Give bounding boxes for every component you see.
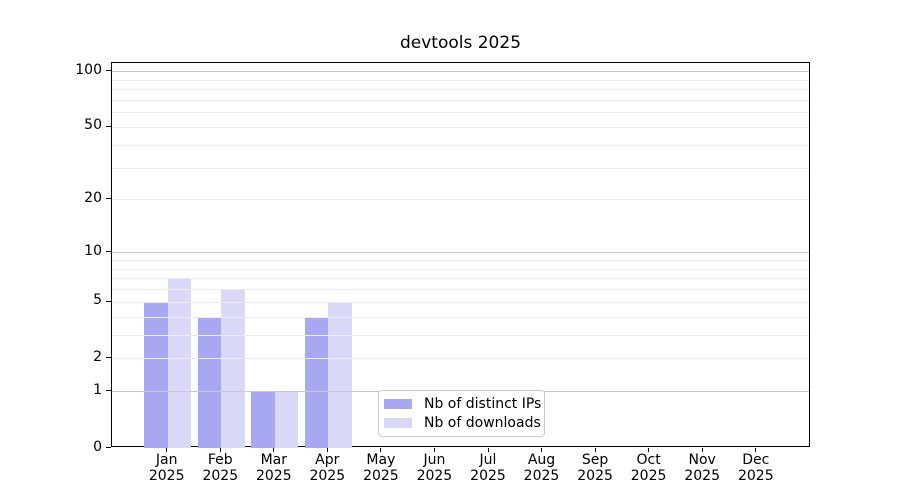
plot-area: [111, 62, 810, 448]
legend-label-downloads: Nb of downloads: [424, 415, 541, 431]
x-tick-year-mar: 2025: [255, 467, 292, 484]
x-tick-label-may: May 2025: [345, 452, 417, 484]
x-tick-dec: [755, 448, 757, 452]
x-tick-label-dec: Dec 2025: [720, 452, 792, 484]
bar-distinct-ips-feb: [197, 316, 222, 448]
gridline-y-30: [112, 167, 809, 169]
y-tick-label-100: 100: [75, 61, 102, 78]
x-tick-mar: [273, 448, 275, 452]
x-tick-label-aug: Aug 2025: [506, 452, 578, 484]
gridline-y-8: [112, 268, 809, 270]
x-tick-year-jul: 2025: [470, 467, 506, 484]
x-tick-oct: [648, 448, 650, 452]
x-tick-apr: [326, 448, 328, 452]
y-tick-label-50: 50: [84, 117, 102, 134]
y-tick-2: [106, 357, 111, 359]
y-tick-100: [106, 70, 111, 71]
y-tick-5: [106, 300, 111, 302]
x-tick-year-nov: 2025: [684, 467, 720, 484]
legend-swatch-distinct-ips: [384, 399, 412, 409]
y-tick-label-20: 20: [84, 189, 102, 206]
legend-item-distinct-ips: Nb of distinct IPs: [379, 397, 544, 411]
x-tick-year-may: 2025: [363, 467, 399, 484]
x-tick-jun: [433, 448, 435, 452]
x-tick-year-feb: 2025: [202, 467, 239, 484]
legend-swatch-downloads: [384, 418, 412, 428]
gridline-y-3: [112, 334, 809, 336]
x-tick-label-jul: Jul 2025: [452, 452, 524, 484]
y-tick-10: [106, 251, 111, 253]
bar-downloads-apr: [328, 301, 352, 448]
x-tick-year-aug: 2025: [523, 467, 560, 484]
y-tick-label-5: 5: [93, 292, 102, 309]
y-tick-label-10: 10: [84, 242, 102, 259]
x-tick-jan: [166, 448, 168, 452]
bar-distinct-ips-mar: [251, 391, 275, 448]
gridline-y-9: [112, 259, 809, 261]
y-tick-50: [106, 125, 111, 127]
gridline-y-60: [112, 112, 809, 114]
x-tick-label-jan: Jan 2025: [131, 452, 203, 484]
x-tick-label-jun: Jun 2025: [398, 452, 470, 484]
x-tick-label-feb: Feb 2025: [184, 452, 256, 484]
y-tick-label-2: 2: [93, 348, 102, 365]
bar-downloads-jan: [167, 278, 192, 448]
x-tick-label-apr: Apr 2025: [291, 452, 363, 484]
x-tick-label-nov: Nov 2025: [666, 452, 738, 484]
y-tick-label-0: 0: [93, 438, 102, 455]
gridline-y-80: [112, 89, 809, 90]
bar-downloads-feb: [221, 289, 245, 448]
gridline-y-2: [112, 358, 809, 360]
y-tick-label-1: 1: [93, 381, 102, 398]
x-tick-label-sep: Sep 2025: [559, 452, 631, 484]
gridline-y-70: [112, 99, 809, 101]
legend: Nb of distinct IPs Nb of downloads: [378, 390, 545, 437]
x-tick-feb: [219, 448, 221, 452]
bar-distinct-ips-jan: [144, 301, 168, 448]
x-tick-year-oct: 2025: [630, 467, 667, 484]
chart-title: devtools 2025: [399, 33, 522, 53]
y-tick-20: [106, 198, 111, 200]
x-tick-jul: [487, 448, 489, 452]
gridline-y-50: [112, 126, 809, 128]
bar-downloads-mar: [274, 391, 299, 448]
x-tick-aug: [541, 448, 542, 452]
x-tick-year-dec: 2025: [737, 467, 774, 484]
gridline-y-4: [112, 316, 809, 318]
x-tick-sep: [594, 448, 596, 452]
gridline-y-5: [112, 301, 809, 303]
y-tick-0: [106, 447, 111, 448]
x-tick-year-apr: 2025: [309, 467, 346, 484]
legend-label-distinct-ips: Nb of distinct IPs: [424, 396, 542, 412]
gridline-y-100: [112, 71, 809, 72]
legend-item-downloads: Nb of downloads: [379, 416, 544, 430]
x-tick-year-jun: 2025: [416, 467, 453, 484]
x-tick-year-sep: 2025: [577, 467, 613, 484]
gridline-y-90: [112, 79, 809, 81]
x-tick-nov: [701, 448, 703, 452]
bar-distinct-ips-apr: [304, 316, 329, 448]
gridline-y-40: [112, 144, 809, 146]
y-tick-1: [106, 390, 111, 392]
gridline-y-7: [112, 278, 809, 280]
x-tick-may: [380, 448, 382, 452]
x-tick-label-mar: Mar 2025: [238, 452, 310, 484]
gridline-y-10: [112, 252, 809, 254]
gridline-y-20: [112, 199, 809, 201]
x-tick-year-jan: 2025: [148, 467, 185, 484]
x-tick-label-oct: Oct 2025: [613, 452, 685, 484]
gridline-y-6: [112, 289, 809, 290]
